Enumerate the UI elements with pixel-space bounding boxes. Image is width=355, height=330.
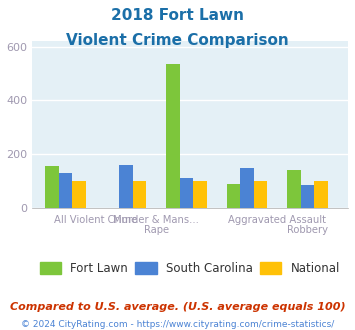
Text: Robbery: Robbery xyxy=(287,225,328,235)
Bar xyxy=(193,181,207,208)
Text: Murder & Mans...: Murder & Mans... xyxy=(113,214,199,225)
Bar xyxy=(227,184,240,208)
Bar xyxy=(166,64,180,208)
Bar xyxy=(59,173,72,208)
Text: Rape: Rape xyxy=(144,225,169,235)
Text: Compared to U.S. average. (U.S. average equals 100): Compared to U.S. average. (U.S. average … xyxy=(10,302,345,312)
Bar xyxy=(133,181,146,208)
Bar xyxy=(180,178,193,208)
Bar xyxy=(288,170,301,208)
Text: Violent Crime Comparison: Violent Crime Comparison xyxy=(66,33,289,48)
Text: © 2024 CityRating.com - https://www.cityrating.com/crime-statistics/: © 2024 CityRating.com - https://www.city… xyxy=(21,320,334,329)
Text: Aggravated Assault: Aggravated Assault xyxy=(228,214,326,225)
Legend: Fort Lawn, South Carolina, National: Fort Lawn, South Carolina, National xyxy=(35,257,345,280)
Bar xyxy=(240,168,254,208)
Bar xyxy=(45,166,59,208)
Bar xyxy=(72,181,86,208)
Bar xyxy=(119,165,133,208)
Bar xyxy=(254,181,267,208)
Bar xyxy=(301,185,314,208)
Text: All Violent Crime: All Violent Crime xyxy=(54,214,137,225)
Bar xyxy=(314,181,328,208)
Text: 2018 Fort Lawn: 2018 Fort Lawn xyxy=(111,8,244,23)
